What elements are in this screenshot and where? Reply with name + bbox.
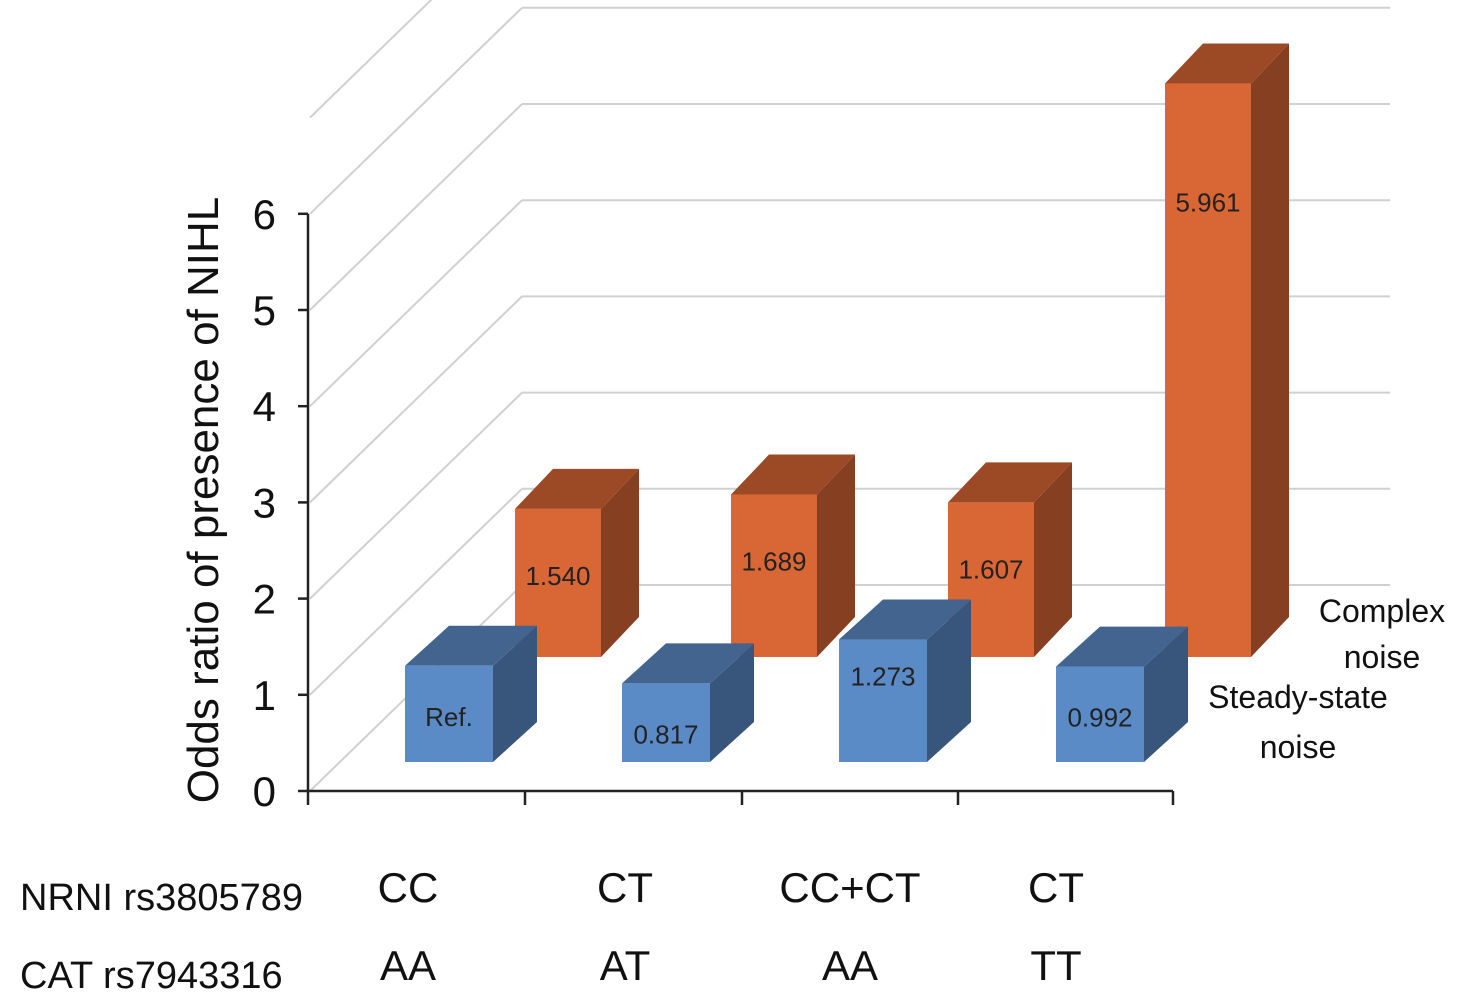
complex-noise-bar-top [515,468,639,509]
gridline-diagonal [309,7,523,215]
category-row-label: CAT rs7943316 [20,955,283,997]
y-tick-label: 1 [253,672,276,719]
complex-noise-bar-top [948,462,1072,503]
category-label: CT [1028,864,1084,911]
steady-state-bar-side [927,599,971,762]
complex-noise-bar-side [601,468,639,657]
gridline-diagonal [309,391,523,600]
steady-state-bar-side [493,625,537,762]
y-tick-label: 3 [253,479,276,526]
steady-state-bar [1056,666,1144,762]
steady-state-bar-label: 0.817 [633,719,698,749]
complex-noise-bar [1165,83,1251,657]
complex-noise-bar-label: 5.961 [1175,188,1240,218]
steady-state-bar-label: 1.273 [850,662,915,692]
steady-state-bar-top [622,643,754,684]
category-label: AT [600,942,651,989]
category-label: AA [822,942,878,989]
gridline-diagonal [309,0,433,119]
gridline-diagonal [309,488,523,696]
axis-layer: 0 1 2 3 4 5 6 [253,191,1175,815]
y-tick-label: 4 [253,383,276,430]
category-label: AA [380,942,436,989]
steady-state-bar-label: 0.992 [1067,703,1132,733]
y-tick-label: 2 [253,576,276,623]
series-label-steady: Steady-state noise [1208,679,1388,765]
y-axis-label: Odds ratio of presence of NIHL [179,197,228,804]
complex-noise-bar-side [817,454,855,657]
gridline-diagonal [309,103,523,311]
series-label-line: Complex [1319,593,1445,629]
y-tick-label: 6 [253,191,276,238]
category-label: CC+CT [779,864,920,911]
complex-noise-bar-label: 1.540 [525,561,590,591]
complex-noise-bar-top [731,454,855,495]
complex-noise-bar-side [1034,462,1072,657]
series-label-line: Steady-state [1208,679,1388,715]
steady-state-bar [405,665,493,762]
complex-noise-bar-top [1165,43,1289,84]
steady-state-bar [622,683,710,762]
steady-state-bar-top [1056,626,1188,667]
category-label: CT [597,864,653,911]
y-tick-label: 0 [253,768,276,815]
steady-state-bar-label: Ref. [425,702,473,732]
gridline-diagonal [309,295,523,504]
steady-state-bar-top [839,599,971,640]
steady-state-bar [839,639,927,762]
label-layer: 1.540 1.689 1.607 5.961 Ref. 0.817 1.273 0.992 C… [20,188,1445,997]
category-label: TT [1030,942,1081,989]
steady-state-bar-top [405,625,537,666]
y-tick-label: 5 [253,287,276,334]
complex-noise-bar-side [1251,43,1289,657]
complex-noise-bar-label: 1.689 [741,547,806,577]
series-label-complex: Complex noise [1319,593,1445,675]
category-row-label: NRNI rs3805789 [20,877,303,919]
gridline-diagonal [309,199,523,407]
complex-noise-bar [731,494,817,657]
category-label: CC [378,864,439,911]
series-label-line: noise [1260,729,1337,765]
complex-noise-bar-label: 1.607 [958,554,1023,584]
steady-state-bar-side [1144,626,1188,762]
steady-state-bar-side [710,643,754,762]
bar-layer [405,43,1289,762]
series-label-line: noise [1344,639,1421,675]
